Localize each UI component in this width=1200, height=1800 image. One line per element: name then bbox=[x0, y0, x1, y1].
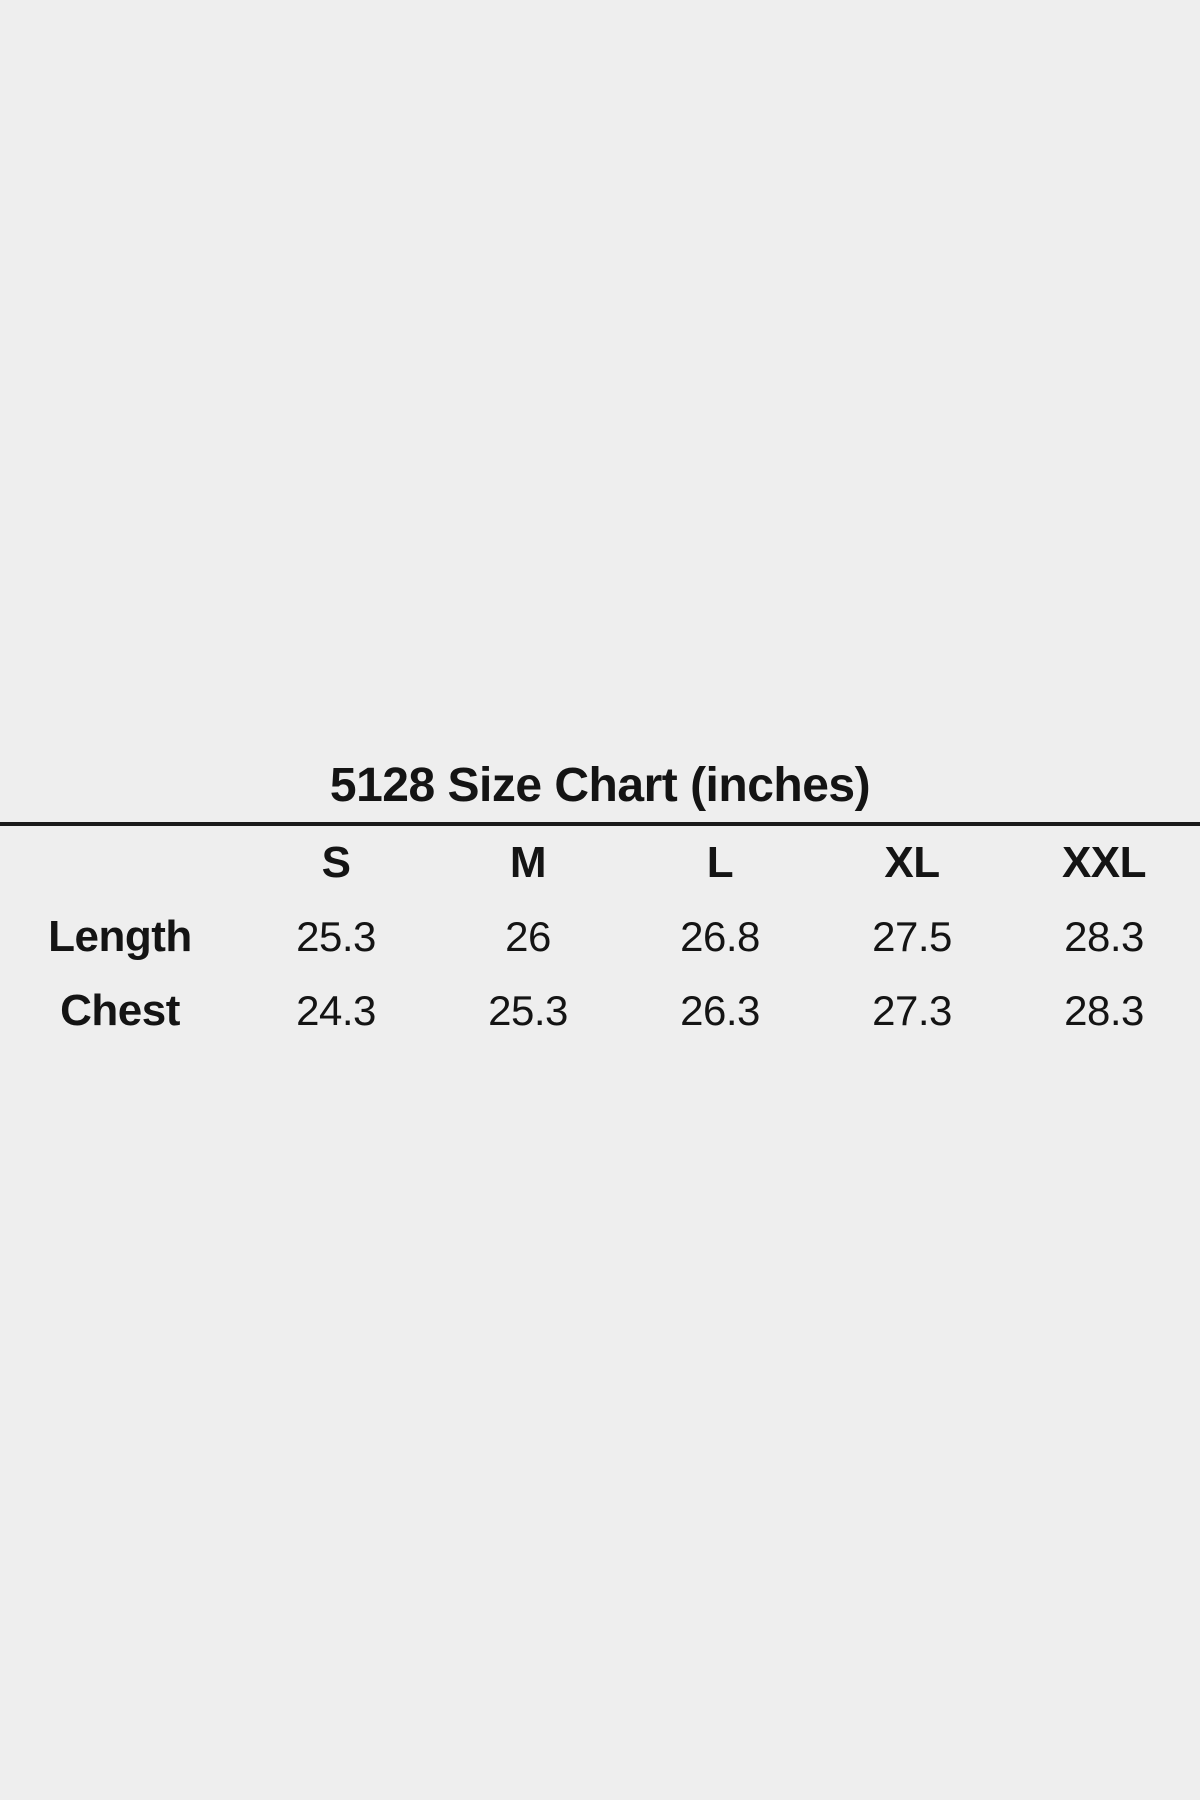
size-chart-table: S M L XL XXL Length 25.3 26 26.8 27.5 28… bbox=[0, 826, 1200, 1048]
chest-value-m: 25.3 bbox=[488, 987, 568, 1034]
row-label-length: Length bbox=[48, 912, 192, 961]
table-header-row: S M L XL XXL bbox=[0, 826, 1200, 900]
row-label-chest: Chest bbox=[60, 986, 180, 1035]
table-row-chest: Chest 24.3 25.3 26.3 27.3 28.3 bbox=[0, 974, 1200, 1048]
length-value-m: 26 bbox=[505, 913, 551, 960]
size-chart-title: 5128 Size Chart (inches) bbox=[329, 759, 871, 812]
length-value-s: 25.3 bbox=[296, 913, 376, 960]
length-value-l: 26.8 bbox=[680, 913, 760, 960]
chest-value-xxl: 28.3 bbox=[1064, 987, 1144, 1034]
title-divider bbox=[0, 822, 1200, 826]
chest-value-xl: 27.3 bbox=[872, 987, 952, 1034]
column-header-s: S bbox=[321, 838, 351, 887]
chest-value-s: 24.3 bbox=[296, 987, 376, 1034]
size-chart: 5128 Size Chart (inches) S M L XL XXL Le… bbox=[0, 750, 1200, 1048]
column-header-l: L bbox=[706, 838, 734, 887]
column-header-m: M bbox=[509, 838, 547, 887]
column-header-xl: XL bbox=[884, 838, 940, 887]
length-value-xl: 27.5 bbox=[872, 913, 952, 960]
table-row-length: Length 25.3 26 26.8 27.5 28.3 bbox=[0, 900, 1200, 974]
chest-value-l: 26.3 bbox=[680, 987, 760, 1034]
length-value-xxl: 28.3 bbox=[1064, 913, 1144, 960]
column-header-xxl: XXL bbox=[1061, 838, 1147, 887]
